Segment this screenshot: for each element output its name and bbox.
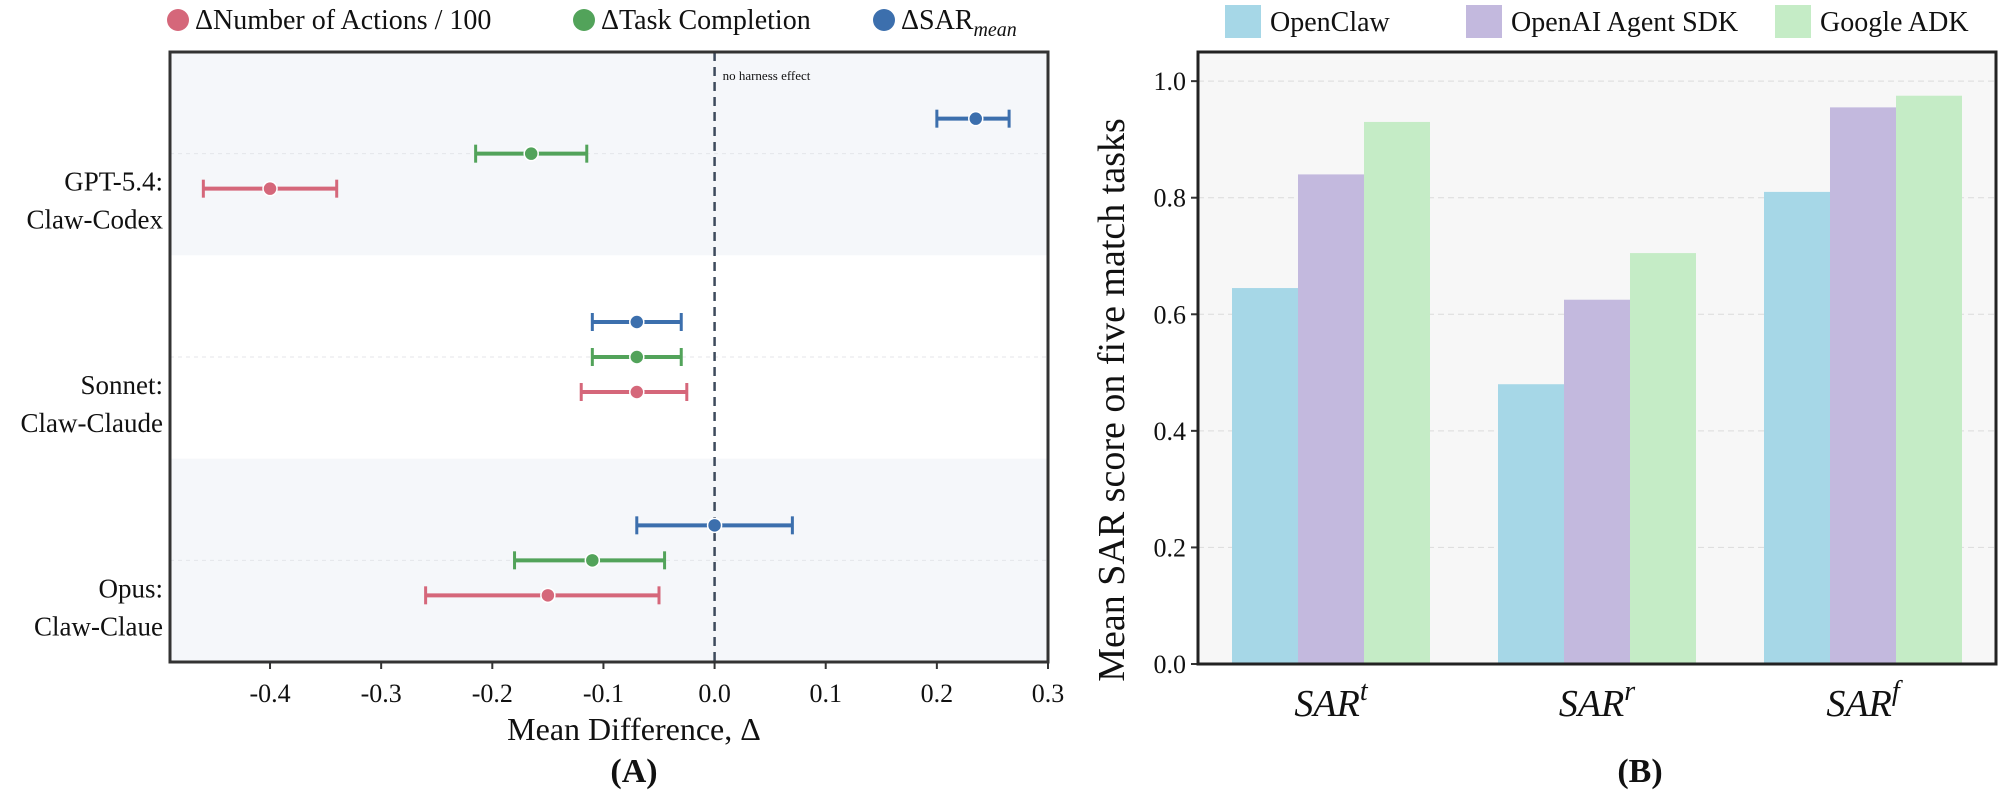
category-base: SAR [1826, 683, 1891, 725]
category-label: Claw-Codex [27, 205, 164, 235]
legend-marker-actions [167, 9, 189, 31]
x-tick-label: 0.2 [921, 679, 954, 708]
bar [1298, 174, 1364, 664]
estimate-point [629, 349, 645, 365]
legend-label-google: Google ADK [1820, 7, 1969, 38]
y-axis-title: Mean SAR score on five match tasks [1091, 118, 1133, 682]
category-base: SAR [1559, 683, 1624, 725]
x-tick-label: -0.1 [583, 679, 624, 708]
legend-label-openclaw: OpenClaw [1270, 7, 1391, 38]
bar [1564, 299, 1630, 664]
panel-b-caption: (B) [1617, 753, 1662, 790]
estimate-point [540, 587, 556, 604]
estimate-point [968, 110, 984, 127]
x-tick-label: -0.3 [361, 679, 402, 708]
panel-a-caption: (A) [610, 753, 657, 790]
legend-marker-task [573, 9, 595, 31]
x-tick-label: 0.3 [1032, 679, 1065, 708]
bar-legend: OpenClaw OpenAI Agent SDK Google ADK [1225, 5, 1969, 38]
y-tick-label: 0.0 [1154, 650, 1187, 679]
x-category-label: SARf [1826, 676, 1902, 725]
legend-swatch-openai [1466, 5, 1502, 38]
category-superscript: f [1892, 676, 1903, 707]
y-tick-label: 0.8 [1154, 184, 1187, 213]
x-tick-label: 0.0 [698, 679, 731, 708]
bar [1498, 384, 1564, 664]
legend-label-task: ΔTask Completion [601, 5, 811, 36]
category-label: Opus: [98, 573, 163, 603]
forest-legend: ΔNumber of Actions / 100 ΔTask Completio… [167, 5, 1017, 41]
legend-label-actions: ΔNumber of Actions / 100 [195, 5, 491, 36]
forest-plot-panel: ΔNumber of Actions / 100 ΔTask Completio… [21, 5, 1065, 790]
bar-chart-panel: OpenClaw OpenAI Agent SDK Google ADK 0.0… [1091, 5, 1998, 790]
legend-marker-sar [873, 9, 895, 31]
estimate-point [706, 517, 723, 534]
category-label: Sonnet: [80, 370, 163, 400]
plot-frame [168, 50, 1050, 664]
y-tick-label: 0.6 [1154, 300, 1187, 329]
estimate-point [262, 180, 278, 197]
bar [1764, 191, 1830, 664]
estimate-point [629, 384, 645, 400]
legend-swatch-openclaw [1225, 5, 1261, 38]
x-tick-label: 0.1 [809, 679, 842, 708]
category-base: SAR [1294, 683, 1359, 725]
x-tick-label: -0.4 [249, 679, 290, 708]
category-label: GPT-5.4: [64, 167, 163, 197]
estimate-point [629, 314, 645, 330]
legend-label-openai: OpenAI Agent SDK [1511, 7, 1738, 38]
legend-swatch-google [1775, 5, 1811, 38]
bar [1364, 121, 1430, 664]
x-category-label: SARt [1294, 676, 1368, 725]
category-label: Claw-Claue [34, 611, 163, 641]
plot-frame [1196, 50, 1998, 666]
y-tick-label: 1.0 [1154, 67, 1187, 96]
bar [1232, 288, 1298, 664]
category-label: Claw-Claude [21, 408, 163, 438]
x-category-label: SARr [1559, 676, 1635, 725]
bar [1896, 95, 1962, 664]
y-tick-label: 0.2 [1154, 533, 1187, 562]
estimate-point [523, 145, 539, 162]
y-tick-label: 0.4 [1154, 417, 1187, 446]
bar [1630, 253, 1696, 665]
legend-label-sar: ΔSARmean [901, 5, 1017, 41]
category-superscript: r [1624, 676, 1635, 707]
category-superscript: t [1360, 676, 1369, 707]
estimate-point [584, 552, 601, 569]
forest-plot-area: no harness effect GPT-5.4: Claw-Codex Sonne… [21, 50, 1065, 708]
bar [1830, 107, 1896, 664]
no-effect-annotation: no harness effect [723, 68, 811, 83]
x-tick-label: -0.2 [472, 679, 513, 708]
x-axis-title: Mean Difference, Δ [507, 711, 761, 747]
